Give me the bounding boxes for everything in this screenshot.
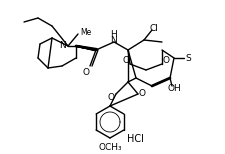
Text: O: O (107, 93, 114, 101)
Text: OCH₃: OCH₃ (98, 144, 121, 152)
Text: O: O (122, 55, 129, 65)
Text: O: O (162, 55, 169, 65)
Text: S: S (184, 53, 190, 63)
Text: Cl: Cl (149, 24, 158, 32)
Text: HCl: HCl (126, 134, 143, 144)
Text: OH: OH (166, 83, 180, 93)
Text: Me: Me (80, 28, 91, 36)
Text: N: N (59, 41, 66, 49)
Text: O: O (82, 67, 89, 77)
Text: O: O (138, 89, 145, 99)
Text: N: N (110, 36, 117, 45)
Text: H: H (110, 30, 117, 38)
